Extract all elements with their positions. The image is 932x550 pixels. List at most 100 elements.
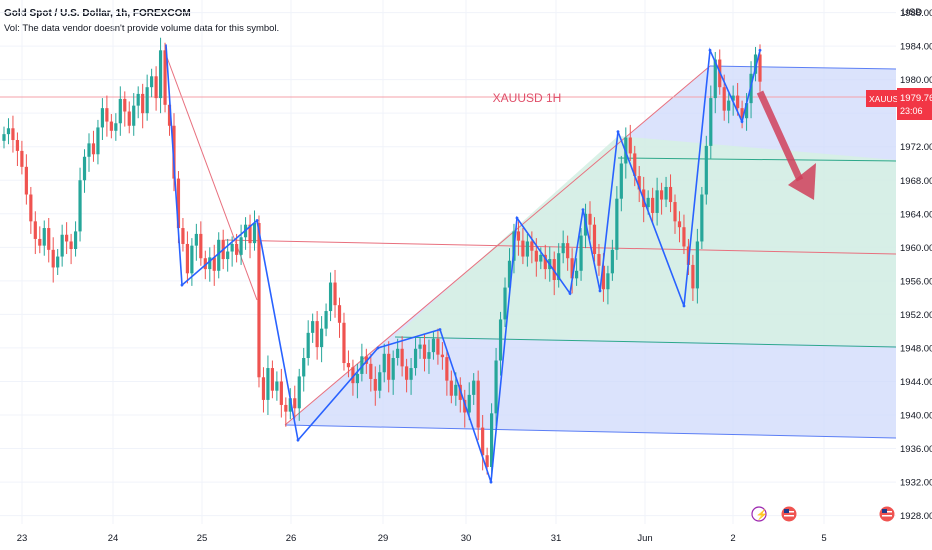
zigzag-vertex [376, 346, 380, 350]
candle-body [731, 95, 735, 101]
candle-body [704, 145, 708, 195]
candle-body [503, 287, 507, 320]
time-axis-background [0, 524, 932, 550]
candle-body [56, 256, 60, 268]
symbol-tag [866, 90, 898, 107]
candle-body [633, 153, 637, 177]
channel-mid-line-lower [394, 336, 897, 348]
flag-canton [784, 509, 789, 513]
candle-body [651, 197, 655, 213]
zigzag-vertex [758, 48, 762, 52]
candle-body [391, 357, 395, 380]
candle-body [51, 249, 55, 268]
channel-bottom-line [284, 424, 897, 439]
candle-body [105, 108, 109, 122]
candle-body [2, 134, 6, 141]
y-tick-label: 1928.00 [900, 511, 932, 522]
candle-body [306, 332, 310, 358]
candle-body [597, 254, 601, 266]
channel-fill-green [395, 136, 896, 346]
candle-body [369, 363, 373, 379]
candle-body [190, 245, 194, 274]
x-tick-label: 30 [461, 533, 472, 544]
x-tick-label: 31 [551, 533, 562, 544]
candle-body [109, 121, 113, 131]
candle-body [695, 241, 699, 289]
candle-body [360, 356, 364, 374]
candle-body [261, 377, 266, 400]
zigzag-vertex [616, 130, 620, 134]
candle-body [534, 250, 538, 262]
candle-body [400, 348, 404, 367]
candle-body [543, 254, 547, 270]
candle-body [82, 156, 87, 181]
candle-body [127, 111, 131, 126]
zigzag-pattern [165, 44, 761, 483]
candle-body [15, 140, 20, 151]
candle-body [436, 338, 440, 355]
candle-body [11, 128, 15, 141]
candle-body [355, 373, 359, 384]
symbol-title: Gold Spot / U.S. Dollar, 1h, FOREXCOM [4, 8, 191, 19]
x-tick-label: 29 [378, 533, 389, 544]
candle-body [185, 243, 190, 274]
candle-body [637, 176, 641, 190]
candle-body [302, 357, 306, 377]
candle-body [248, 224, 252, 244]
candle-body [203, 258, 207, 270]
zigzag-vertex [708, 48, 712, 52]
price-tag-value: 1979.76 [900, 93, 932, 104]
candle-body [337, 305, 342, 323]
candle-body [677, 221, 682, 228]
us-flag-event-icon [781, 506, 797, 522]
currency-label: USD [902, 7, 922, 18]
zigzag-vertex [598, 289, 602, 293]
candle-body [615, 198, 619, 250]
candle-body [199, 233, 203, 259]
price-tag-timer: 23:06 [900, 106, 923, 116]
candle-body [610, 249, 614, 274]
candle-body [136, 93, 140, 106]
symbol-label: XAUUSD 1H [493, 91, 562, 105]
candle-body [619, 163, 623, 199]
candle-body [378, 372, 382, 391]
y-tick-label: 1972.00 [900, 142, 932, 153]
candle-body [405, 366, 409, 380]
candle-body [346, 363, 351, 368]
y-tick-label: 1948.00 [900, 343, 932, 354]
candle-body [96, 127, 100, 155]
candle-body [217, 239, 221, 271]
y-tick-label: 1940.00 [900, 411, 932, 422]
flag-stripe [784, 515, 794, 517]
y-tick-label: 1960.00 [900, 243, 932, 254]
candle-body [579, 235, 583, 271]
candle-body [141, 93, 145, 114]
candle-body [418, 344, 422, 349]
candle-body [132, 105, 136, 126]
candle-body [333, 282, 337, 306]
candle-body [396, 348, 400, 358]
candle-body [252, 223, 257, 244]
candle-body [181, 228, 185, 244]
candle-body [87, 143, 91, 157]
zigzag-vertex [740, 120, 744, 123]
candle-body [373, 378, 377, 391]
candle-body [727, 100, 731, 111]
candle-body [270, 368, 275, 391]
candle-body [566, 243, 570, 259]
candle-body [758, 54, 762, 82]
candle-body [601, 265, 606, 290]
candle-body [713, 59, 717, 99]
candle-body [557, 253, 561, 281]
candle-body [498, 319, 503, 361]
candle-body [449, 380, 453, 396]
candle-body [494, 360, 498, 414]
price-tag [897, 88, 932, 120]
zigzag-vertex [255, 219, 259, 222]
candle-body [472, 380, 476, 395]
candle-body [284, 404, 288, 412]
candle-body [387, 353, 391, 380]
y-tick-label: 1944.00 [900, 377, 932, 388]
y-tick-label: 1952.00 [900, 310, 932, 321]
